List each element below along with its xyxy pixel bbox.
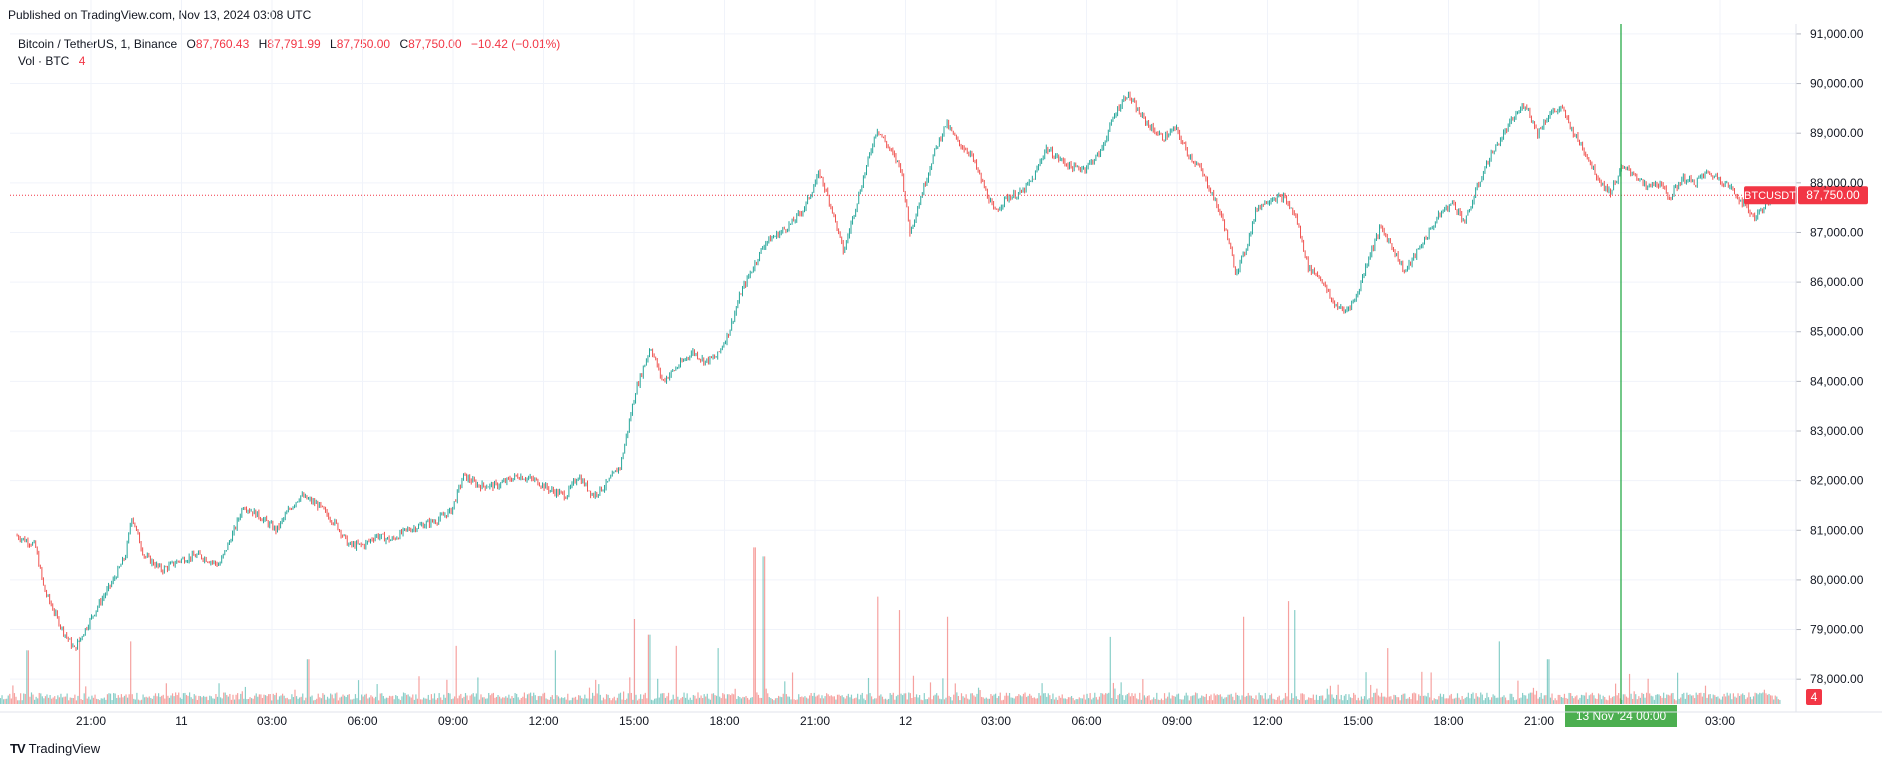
ohlc-row: Bitcoin / TetherUS, 1, Binance O87,760.4… [18,36,560,53]
x-tick-label: 09:00 [438,714,468,728]
close-value: 87,750.00 [408,37,462,51]
volume-label[interactable]: Vol · BTC [18,54,70,68]
x-tick-label: 12 [899,714,913,728]
brand-name: TradingView [28,741,101,756]
x-tick-label: 03:00 [257,714,287,728]
last-price-label-bg [1798,186,1868,205]
volume-value: 4 [78,54,86,68]
y-tick-label: 88,000.00 [1810,176,1864,190]
close-label: C [399,37,409,51]
crosshair-time-bg [1565,705,1677,727]
x-tick-label: 21:00 [1524,714,1554,728]
y-tick-label: 79,000.00 [1810,623,1864,637]
high-label: H [258,37,268,51]
x-tick-label: 11 [175,714,188,728]
x-tick-label: 18:00 [709,714,739,728]
price-axis: 91,000.00 90,000.00 89,000.00 88,000.00 87,0… [1795,24,1864,712]
publisher-note: Published on TradingView.com, Nov 13, 20… [8,8,312,22]
open-value: 87,760.43 [195,37,250,51]
x-tick-label: 06:00 [347,714,377,728]
x-tick-label: 03:00 [1705,714,1735,728]
y-tick-label: 84,000.00 [1810,374,1864,388]
high-value: 87,791.99 [267,37,321,51]
volume-badge: 4 [1811,690,1818,704]
y-tick-label: 85,000.00 [1810,325,1864,339]
y-tick-label: 89,000.00 [1810,126,1864,140]
chart-grid [10,0,1796,704]
last-price-label: 87,750.00 [1806,188,1860,202]
x-tick-label: 12:00 [528,714,558,728]
y-tick-label: 87,000.00 [1810,225,1864,239]
x-tick-label: 09:00 [1162,714,1192,728]
footer-brand[interactable]: TV TradingView [10,741,100,756]
y-tick-label: 81,000.00 [1810,523,1864,537]
x-tick-label: 15:00 [619,714,649,728]
x-tick-label: 21:00 [76,714,106,728]
chart-legend: Bitcoin / TetherUS, 1, Binance O87,760.4… [18,36,560,70]
x-tick-label: 21:00 [800,714,830,728]
crosshair-time-label: 13 Nov '24 00:00 [1576,709,1667,723]
y-tick-label: 86,000.00 [1810,275,1864,289]
x-tick-label: 15:00 [1343,714,1373,728]
y-tick-label: 80,000.00 [1810,573,1864,587]
change-value: −10.42 (−0.01%) [470,37,561,51]
symbol-title[interactable]: Bitcoin / TetherUS, 1, Binance [18,37,178,51]
low-value: 87,750.00 [336,37,391,51]
ticker-tag-bg [1744,186,1797,205]
ticker-tag: BTCUSDT [1744,190,1796,202]
y-tick-label: 90,000.00 [1810,77,1864,91]
open-label: O [186,37,196,51]
time-axis: 21:00 11 03:00 06:00 09:00 12:00 15:00 18:00 21:… [0,711,1882,728]
tradingview-logo-icon: TV [10,741,26,756]
x-tick-label: 06:00 [1071,714,1101,728]
y-tick-label: 91,000.00 [1810,27,1864,41]
volume-badge-bg [1806,689,1822,705]
volume-row: Vol · BTC 4 [18,53,560,70]
x-tick-label: 18:00 [1433,714,1463,728]
y-tick-label: 83,000.00 [1810,424,1864,438]
x-tick-label: 12:00 [1252,714,1282,728]
y-tick-label: 78,000.00 [1810,672,1864,686]
y-tick-label: 82,000.00 [1810,474,1864,488]
chart-overlay: BTCUSDT 87,750.00 4 13 Nov '24 00:00 [10,24,1868,727]
candlesticks [16,91,1780,651]
x-tick-label: 03:00 [981,714,1011,728]
volume-bars [0,547,1781,704]
low-label: L [330,37,337,51]
